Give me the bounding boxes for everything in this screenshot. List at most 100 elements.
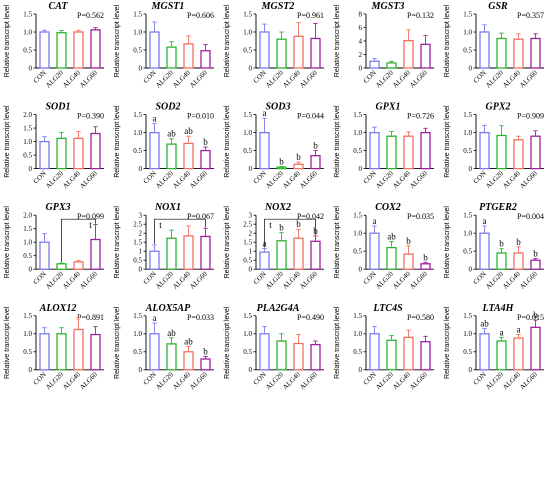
x-tick-label: ALG40 xyxy=(501,169,522,190)
y-tick-label: 2 xyxy=(139,230,143,238)
panel-sod3: SOD3 P=0.044 Relative transcript level 0 0.5… xyxy=(224,102,324,190)
y-tick-label: 1.5 xyxy=(353,312,362,320)
y-axis-label: Relative transcript level xyxy=(334,206,341,279)
x-tick-label: ALG20 xyxy=(484,68,505,89)
y-tick-label: 0 xyxy=(359,165,363,173)
x-tick-label: ALG20 xyxy=(374,68,395,89)
x-tick-label: ALG60 xyxy=(408,270,429,291)
y-tick-label: 1.5 xyxy=(243,10,252,18)
significance-letter: b xyxy=(423,252,428,262)
y-tick-label: 0 xyxy=(249,366,253,374)
x-tick-label: ALG60 xyxy=(518,370,539,391)
x-tick-label: ALG20 xyxy=(264,270,285,291)
y-tick-label: 1.5 xyxy=(133,10,142,18)
y-tick-label: 0 xyxy=(29,366,33,374)
y-tick-label: 0.5 xyxy=(133,348,142,356)
x-tick-label: ALG40 xyxy=(171,68,192,89)
panel-title: GPX1 xyxy=(376,102,401,113)
y-tick-label: 0.5 xyxy=(243,348,252,356)
significance-letter: b xyxy=(499,239,504,249)
y-tick-label: 6 xyxy=(359,24,363,32)
y-axis-label: Relative transcript level xyxy=(334,4,341,77)
y-tick-label: 0 xyxy=(359,266,363,274)
p-value: P=0.042 xyxy=(297,212,324,221)
p-value: P=0.132 xyxy=(407,11,434,20)
significance-letter: b xyxy=(533,248,538,258)
bar-alg20 xyxy=(496,134,507,170)
panel-gpx1: GPX1 P=0.726 Relative transcript level 0 0.5… xyxy=(334,102,434,190)
y-tick-label: 1.5 xyxy=(23,125,32,133)
y-tick-label: 2.0 xyxy=(23,212,32,220)
significance-letter: b xyxy=(279,223,284,233)
panel-title: LTA4H xyxy=(482,303,515,314)
y-tick-label: 1.5 xyxy=(463,111,472,119)
x-tick-label: ALG60 xyxy=(78,169,99,190)
y-tick-label: 0 xyxy=(469,366,473,374)
bar-con xyxy=(369,232,380,270)
y-tick-label: 0 xyxy=(29,64,33,72)
x-tick-label: ALG20 xyxy=(374,169,395,190)
p-value: P=0.606 xyxy=(187,11,214,20)
y-axis-label: Relative transcript level xyxy=(334,105,341,178)
significance-letter: ab xyxy=(184,336,193,346)
panel-title: SOD3 xyxy=(265,102,290,113)
panel-title: GSR xyxy=(488,1,508,12)
bar-alg40 xyxy=(403,135,414,170)
panel-title: GPX3 xyxy=(46,202,71,213)
y-axis-label: Relative transcript level xyxy=(444,105,451,178)
y-axis-label: Relative transcript level xyxy=(224,306,231,379)
panel-title: MGST2 xyxy=(261,1,295,12)
p-value: P=0.010 xyxy=(187,112,214,121)
y-axis-label: Relative transcript level xyxy=(444,4,451,77)
y-tick-label: 0 xyxy=(469,266,473,274)
y-tick-label: 2.5 xyxy=(133,221,142,229)
bar-alg20 xyxy=(276,166,287,170)
y-tick-label: 1.0 xyxy=(243,129,252,137)
y-axis-label: Relative transcript level xyxy=(114,306,121,379)
y-axis-label: Relative transcript level xyxy=(4,4,11,77)
y-tick-label: 0.5 xyxy=(353,348,362,356)
y-tick-label: 1.0 xyxy=(463,28,472,36)
x-tick-label: ALG20 xyxy=(44,68,65,89)
bar-alg40 xyxy=(183,142,194,170)
y-tick-label: 1.0 xyxy=(353,129,362,137)
panel-sod1: SOD1 P=0.390 Relative transcript level 0 0.5… xyxy=(4,102,104,190)
p-value: P=0.490 xyxy=(297,313,324,322)
significance-bracket xyxy=(61,218,96,262)
p-value: P=0.033 xyxy=(187,313,214,322)
bar-alg20 xyxy=(166,343,177,371)
bar-alg60 xyxy=(200,149,211,170)
x-tick-label: ALG60 xyxy=(518,68,539,89)
y-tick-label: 1.0 xyxy=(463,330,472,338)
bar-alg20 xyxy=(276,340,287,371)
bracket-label: t xyxy=(159,220,162,230)
x-tick-label: ALG40 xyxy=(501,270,522,291)
panel-ltc4s: LTC4S P=0.580 Relative transcript level 0 0.… xyxy=(334,303,434,391)
bar-alg40 xyxy=(183,43,194,69)
y-tick-label: 0 xyxy=(29,266,33,274)
x-tick-label: ALG60 xyxy=(78,370,99,391)
bar-con xyxy=(259,251,270,270)
y-tick-label: 0 xyxy=(29,165,33,173)
bar-con xyxy=(149,131,160,170)
significance-letter: a xyxy=(153,313,157,323)
x-tick-label: ALG60 xyxy=(408,68,429,89)
significance-letter: b xyxy=(533,310,538,320)
x-tick-label: ALG60 xyxy=(188,169,209,190)
y-tick-label: 1.0 xyxy=(463,129,472,137)
significance-letter: a xyxy=(263,108,267,118)
bar-alg60 xyxy=(420,131,431,170)
significance-letter: b xyxy=(203,137,208,147)
y-tick-label: 1.5 xyxy=(23,225,32,233)
bar-con xyxy=(479,131,490,170)
panel-nox1: NOX1 P=0.067 Relative transcript level 00.5… xyxy=(114,202,214,291)
panel-title: SOD1 xyxy=(45,102,70,113)
significance-letter: ab xyxy=(387,231,396,241)
bar-alg40 xyxy=(293,163,304,170)
y-tick-label: 0.5 xyxy=(133,257,142,265)
x-tick-label: ALG60 xyxy=(298,169,319,190)
